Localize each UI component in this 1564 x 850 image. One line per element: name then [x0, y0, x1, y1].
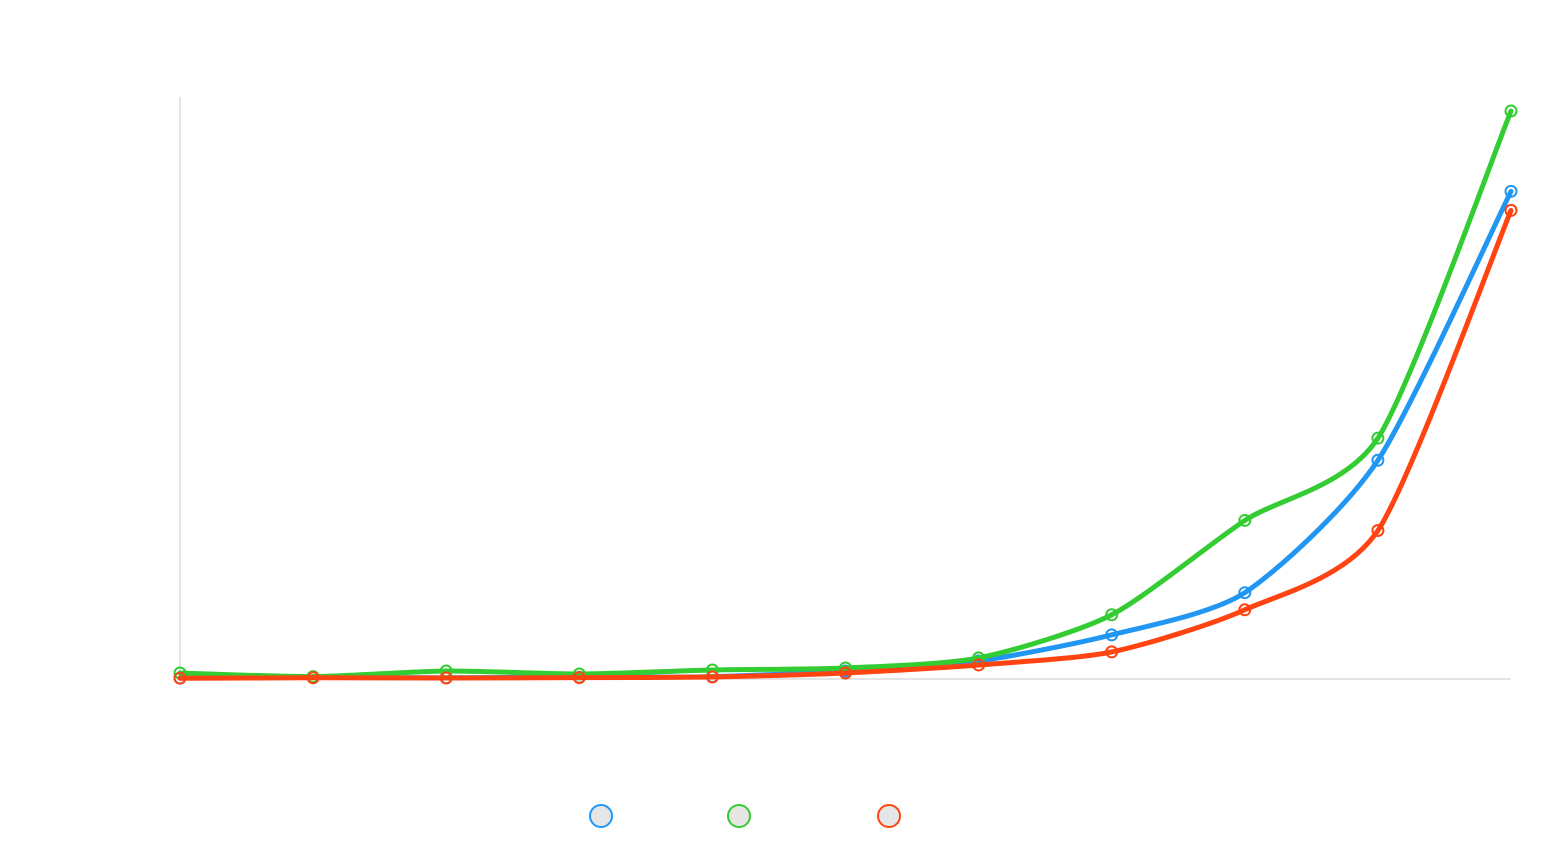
series-3-point-7[interactable]: [1105, 645, 1119, 659]
series-3-point-2[interactable]: [439, 671, 453, 685]
series-2-point-10[interactable]: [1504, 104, 1518, 118]
series-3-point-4[interactable]: [705, 670, 719, 684]
series-layer: [173, 104, 1518, 685]
series-3-point-9[interactable]: [1371, 523, 1385, 537]
chart-legend: [589, 804, 901, 828]
series-3: [173, 203, 1518, 685]
series-2-point-9[interactable]: [1371, 431, 1385, 445]
legend-item-3[interactable]: [877, 804, 901, 828]
series-1-point-8[interactable]: [1238, 586, 1252, 600]
series-2-line: [177, 108, 1514, 680]
series-3-point-8[interactable]: [1238, 603, 1252, 617]
chart-axes: [179, 97, 1511, 680]
series-1-point-10[interactable]: [1504, 184, 1518, 198]
legend-item-1[interactable]: [589, 804, 613, 828]
series-2-point-8[interactable]: [1238, 513, 1252, 527]
series-3-point-10[interactable]: [1504, 203, 1518, 217]
series-3-point-0[interactable]: [173, 671, 187, 685]
series-3-line: [177, 207, 1514, 681]
series-1-point-9[interactable]: [1371, 453, 1385, 467]
series-2: [173, 104, 1518, 684]
series-3-point-3[interactable]: [572, 671, 586, 685]
series-3-point-5[interactable]: [839, 666, 852, 680]
series-1: [173, 184, 1518, 685]
series-2-point-7[interactable]: [1105, 608, 1119, 622]
series-3-point-6[interactable]: [972, 658, 986, 672]
series-3-point-1[interactable]: [306, 671, 320, 685]
series-1-line: [177, 188, 1514, 681]
series-1-point-7[interactable]: [1105, 628, 1119, 642]
legend-item-2[interactable]: [727, 804, 751, 828]
